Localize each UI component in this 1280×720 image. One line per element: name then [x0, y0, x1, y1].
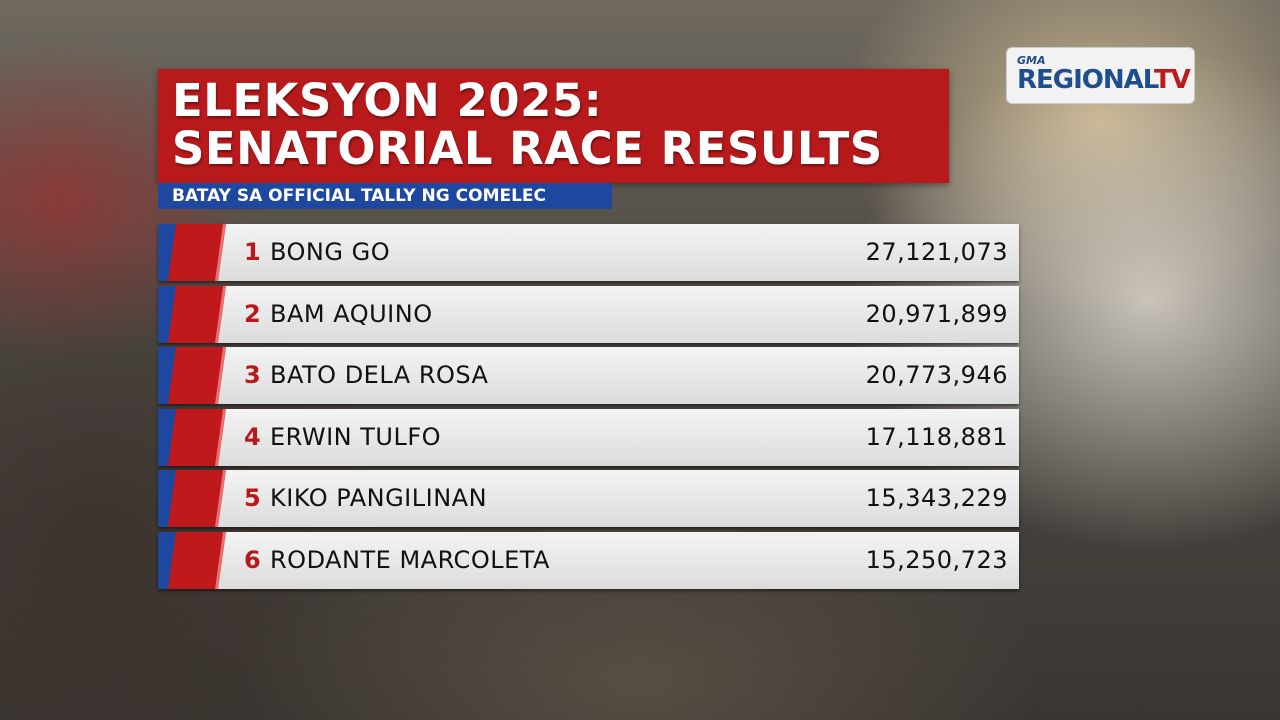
rank: 2 — [244, 299, 261, 328]
red-accent — [167, 532, 227, 589]
title-line-2: SENATORIAL RACE RESULTS — [172, 122, 883, 175]
rank: 6 — [244, 546, 261, 574]
result-row: 2 BAM AQUINO 20,971,899 — [158, 285, 1019, 343]
logo-tv: TV — [1154, 65, 1191, 95]
logo-wordmark: REGIONALTV — [1017, 67, 1194, 93]
red-accent — [167, 285, 227, 343]
logo-gma: GMA — [1017, 54, 1046, 67]
vote-count: 27,121,073 — [865, 238, 1008, 266]
result-row: 5 KIKO PANGILINAN 15,343,229 — [158, 470, 1019, 528]
red-accent — [167, 408, 227, 466]
subtitle-banner: BATAY SA OFFICIAL TALLY NG COMELEC — [158, 183, 612, 209]
candidate-name: KIKO PANGILINAN — [270, 484, 488, 513]
candidate-name: RODANTE MARCOLETA — [270, 546, 550, 574]
logo-regional: REGIONAL — [1017, 65, 1155, 95]
result-row: 1 BONG GO 27,121,073 — [158, 224, 1019, 281]
vote-count: 15,250,723 — [865, 546, 1008, 574]
vote-count: 20,773,946 — [865, 361, 1008, 390]
red-accent — [167, 347, 227, 405]
red-accent — [167, 224, 227, 281]
candidate-name: ERWIN TULFO — [270, 422, 442, 451]
candidate-name: BONG GO — [270, 238, 391, 266]
result-row: 3 BATO DELA ROSA 20,773,946 — [158, 347, 1019, 405]
candidate-name: BATO DELA ROSA — [270, 361, 489, 390]
title-banner: ELEKSYON 2025: SENATORIAL RACE RESULTS — [158, 69, 949, 183]
red-accent — [167, 470, 227, 528]
rank: 1 — [244, 238, 261, 266]
gma-regional-tv-logo: GMA REGIONALTV — [1006, 47, 1195, 104]
rank: 5 — [244, 484, 261, 513]
vote-count: 15,343,229 — [865, 484, 1008, 513]
vote-count: 20,971,899 — [865, 299, 1008, 328]
candidate-name: BAM AQUINO — [270, 299, 433, 328]
result-row: 6 RODANTE MARCOLETA 15,250,723 — [158, 532, 1019, 589]
result-row: 4 ERWIN TULFO 17,118,881 — [158, 408, 1019, 466]
rank: 3 — [244, 361, 261, 390]
title-line-1: ELEKSYON 2025: — [172, 74, 603, 127]
vote-count: 17,118,881 — [865, 422, 1008, 451]
rank: 4 — [244, 422, 261, 451]
